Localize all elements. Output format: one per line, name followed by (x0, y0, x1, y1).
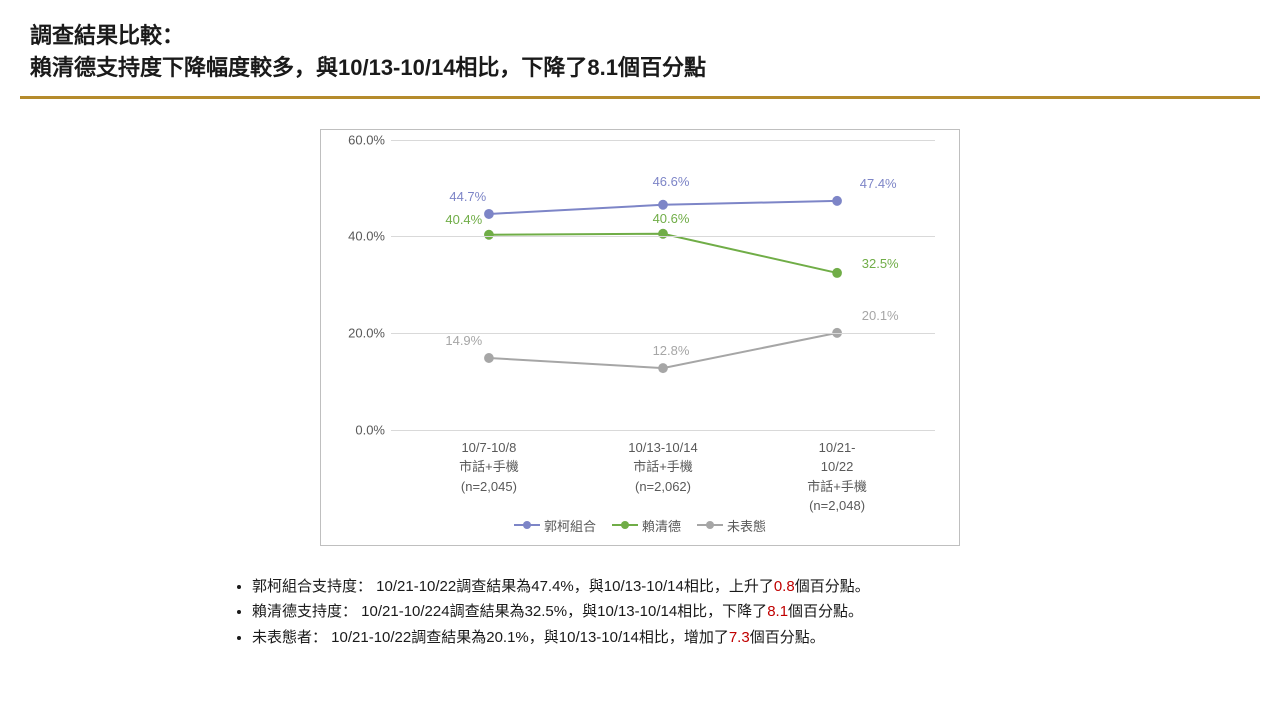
bullet-highlight: 8.1 (767, 603, 788, 620)
point-label: 40.4% (445, 212, 482, 227)
bullet-item: 郭柯組合支持度： 10/21-10/22調查結果為47.4%，與10/13-10… (252, 574, 1050, 600)
legend-marker-icon (697, 519, 723, 531)
series-marker (832, 196, 842, 206)
legend-marker-icon (612, 519, 638, 531)
series-line (489, 234, 837, 273)
bullet-text: 未表態者： 10/21-10/22調查結果為20.1%，與10/13-10/14… (252, 629, 729, 646)
series-marker (832, 268, 842, 278)
series-marker (658, 200, 668, 210)
title-block: 調查結果比較： 賴清德支持度下降幅度較多，與10/13-10/14相比，下降了8… (0, 0, 1280, 92)
bullet-text: 個百分點。 (750, 629, 825, 646)
point-label: 32.5% (862, 256, 899, 271)
point-label: 14.9% (445, 333, 482, 348)
bullet-text: 郭柯組合支持度： 10/21-10/22調查結果為47.4%，與10/13-10… (252, 578, 774, 595)
point-label: 46.6% (653, 174, 690, 189)
bullet-text: 個百分點。 (788, 603, 863, 620)
title-line2: 賴清德支持度下降幅度較多，與10/13-10/14相比，下降了8.1個百分點 (30, 52, 1250, 84)
gridline (391, 140, 935, 141)
y-tick-label: 60.0% (335, 132, 385, 147)
series-marker (484, 230, 494, 240)
series-marker (484, 353, 494, 363)
y-tick-label: 0.0% (335, 422, 385, 437)
bullet-text: 賴清德支持度： 10/21-10/224調查結果為32.5%，與10/13-10… (252, 603, 767, 620)
bullet-list: 郭柯組合支持度： 10/21-10/22調查結果為47.4%，與10/13-10… (230, 574, 1050, 651)
bullet-text: 個百分點。 (795, 578, 870, 595)
x-category-label: 10/21-10/22市話+手機(n=2,048) (767, 430, 907, 516)
title-line1: 調查結果比較： (30, 20, 1250, 52)
legend-item: 未表態 (697, 516, 766, 535)
legend-marker-icon (514, 519, 540, 531)
series-marker (658, 363, 668, 373)
bullet-highlight: 0.8 (774, 578, 795, 595)
point-label: 40.6% (653, 211, 690, 226)
legend-label: 郭柯組合 (544, 516, 596, 535)
point-label: 47.4% (860, 176, 897, 191)
point-label: 12.8% (653, 343, 690, 358)
y-tick-label: 20.0% (335, 326, 385, 341)
chart-container: 0.0% 20.0% 40.0% 60.0% 10/7-10/8市話+手機(n=2,04… (320, 129, 960, 546)
bullet-highlight: 7.3 (729, 629, 750, 646)
point-label: 20.1% (862, 308, 899, 323)
gridline (391, 236, 935, 237)
legend-label: 賴清德 (642, 516, 681, 535)
y-tick-label: 40.0% (335, 229, 385, 244)
legend-label: 未表態 (727, 516, 766, 535)
legend-item: 郭柯組合 (514, 516, 596, 535)
x-category-label: 10/13-10/14市話+手機(n=2,062) (593, 430, 733, 497)
x-category-label: 10/7-10/8市話+手機(n=2,045) (419, 430, 559, 497)
chart-legend: 郭柯組合 賴清德 未表態 (335, 516, 945, 535)
series-marker (484, 209, 494, 219)
legend-item: 賴清德 (612, 516, 681, 535)
bullet-item: 賴清德支持度： 10/21-10/224調查結果為32.5%，與10/13-10… (252, 599, 1050, 625)
plot-area: 0.0%20.0%40.0%60.0%10/7-10/8市話+手機(n=2,04… (391, 140, 935, 430)
bullet-item: 未表態者： 10/21-10/22調查結果為20.1%，與10/13-10/14… (252, 625, 1050, 651)
point-label: 44.7% (449, 189, 486, 204)
title-divider (20, 96, 1260, 99)
